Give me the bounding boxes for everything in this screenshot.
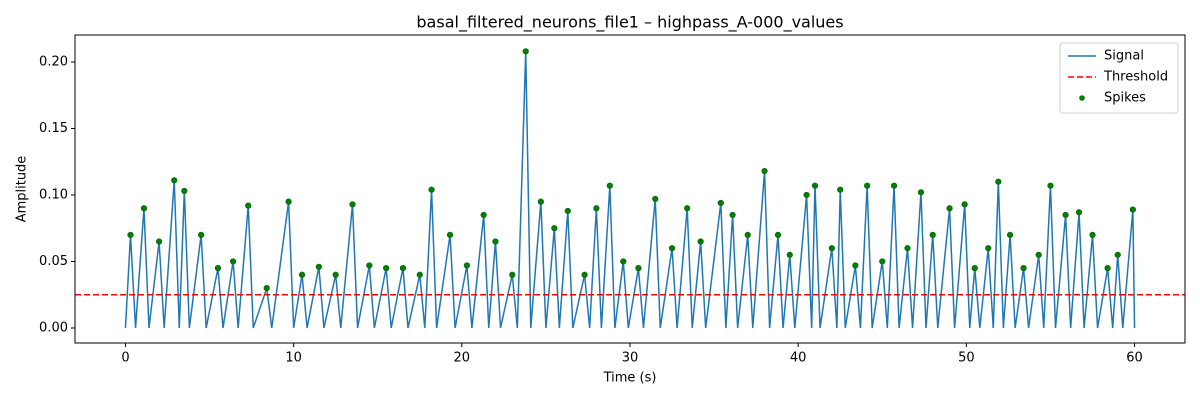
x-tick-label: 0 xyxy=(121,351,129,366)
spike-marker xyxy=(315,263,322,270)
spike-marker xyxy=(198,231,205,238)
spike-marker xyxy=(551,225,558,232)
spike-marker xyxy=(744,231,751,238)
spike-marker xyxy=(537,198,544,205)
spike-marker xyxy=(140,205,148,212)
spike-marker xyxy=(332,271,339,278)
spike-marker xyxy=(786,251,793,258)
spike-marker xyxy=(917,189,925,196)
spike-marker xyxy=(127,231,134,238)
spike-marker xyxy=(214,265,222,272)
spike-marker xyxy=(961,201,968,208)
y-tick-label: 0.10 xyxy=(39,187,68,202)
legend-label: Threshold xyxy=(1103,70,1168,85)
spike-marker xyxy=(890,182,898,189)
spike-marker xyxy=(593,205,600,212)
spike-marker xyxy=(509,271,516,278)
spike-marker xyxy=(684,205,691,212)
y-axis-label: Amplitude xyxy=(15,156,30,223)
spike-marker xyxy=(1104,265,1111,272)
x-tick-label: 40 xyxy=(790,351,807,366)
x-tick-label: 20 xyxy=(454,351,471,366)
spike-marker xyxy=(717,199,724,207)
x-tick-label: 30 xyxy=(622,351,639,366)
spike-marker xyxy=(245,202,252,209)
spike-marker xyxy=(828,245,835,252)
chart-title: basal_filtered_neurons_file1 – highpass_… xyxy=(416,13,843,33)
spike-marker xyxy=(803,191,810,199)
spike-marker xyxy=(879,258,886,265)
spike-marker xyxy=(1129,206,1136,213)
spike-marker xyxy=(852,262,859,269)
plot-area xyxy=(124,48,1136,329)
spike-marker xyxy=(155,238,163,245)
spike-marker xyxy=(995,178,1002,185)
legend-label: Signal xyxy=(1104,49,1144,64)
spike-marker xyxy=(181,187,188,195)
y-tick-label: 0.05 xyxy=(39,254,68,269)
spike-marker xyxy=(971,265,978,272)
spike-marker xyxy=(606,182,613,189)
spike-marker xyxy=(263,284,270,292)
legend-marker xyxy=(1079,95,1085,101)
x-axis-label: Time (s) xyxy=(603,371,657,386)
spike-marker xyxy=(285,198,292,205)
spike-marker xyxy=(635,265,642,272)
y-tick-label: 0.20 xyxy=(39,54,68,69)
spike-marker xyxy=(399,265,407,272)
spike-marker xyxy=(1020,265,1027,272)
spike-marker xyxy=(428,186,435,193)
spike-marker xyxy=(652,195,659,203)
spike-marker xyxy=(1047,182,1054,189)
spike-marker xyxy=(1075,209,1083,216)
spike-marker xyxy=(383,265,390,272)
spike-marker xyxy=(729,211,736,219)
spike-marker xyxy=(171,177,178,184)
legend-box xyxy=(1059,42,1179,114)
spike-marker xyxy=(620,258,627,265)
spike-marker xyxy=(366,262,373,269)
spike-marker xyxy=(1114,251,1121,258)
y-tick-label: 0.00 xyxy=(39,320,68,335)
spike-marker xyxy=(492,238,499,245)
spike-marker xyxy=(416,271,423,278)
spike-marker xyxy=(581,271,588,278)
x-tick-label: 10 xyxy=(285,351,302,366)
spike-marker xyxy=(349,201,356,208)
spike-marker xyxy=(480,211,487,219)
spike-marker xyxy=(229,258,237,265)
spike-marker xyxy=(837,186,844,193)
x-tick-label: 50 xyxy=(958,351,975,366)
spike-marker xyxy=(463,262,470,269)
axes-frame xyxy=(74,34,1186,344)
spike-marker xyxy=(1089,231,1096,238)
legend-label: Spikes xyxy=(1104,91,1146,106)
spike-marker xyxy=(985,245,992,252)
spike-marker xyxy=(298,271,306,278)
spike-marker xyxy=(1062,211,1069,219)
spike-marker xyxy=(697,238,704,245)
signal-line xyxy=(124,51,1136,329)
spike-marker xyxy=(564,207,571,215)
spike-marker xyxy=(446,231,454,238)
spike-marker xyxy=(668,245,676,252)
spike-marker xyxy=(774,231,782,238)
spike-marker xyxy=(904,245,911,252)
spike-marker xyxy=(811,182,819,189)
spike-marker xyxy=(522,48,529,55)
spike-marker xyxy=(946,205,953,212)
spike-marker xyxy=(864,182,871,189)
x-tick-label: 60 xyxy=(1126,351,1143,366)
spike-marker xyxy=(929,231,936,238)
spike-marker xyxy=(1006,231,1014,238)
y-tick-label: 0.15 xyxy=(39,121,68,136)
spike-marker xyxy=(1035,251,1042,258)
spike-marker xyxy=(761,167,768,175)
